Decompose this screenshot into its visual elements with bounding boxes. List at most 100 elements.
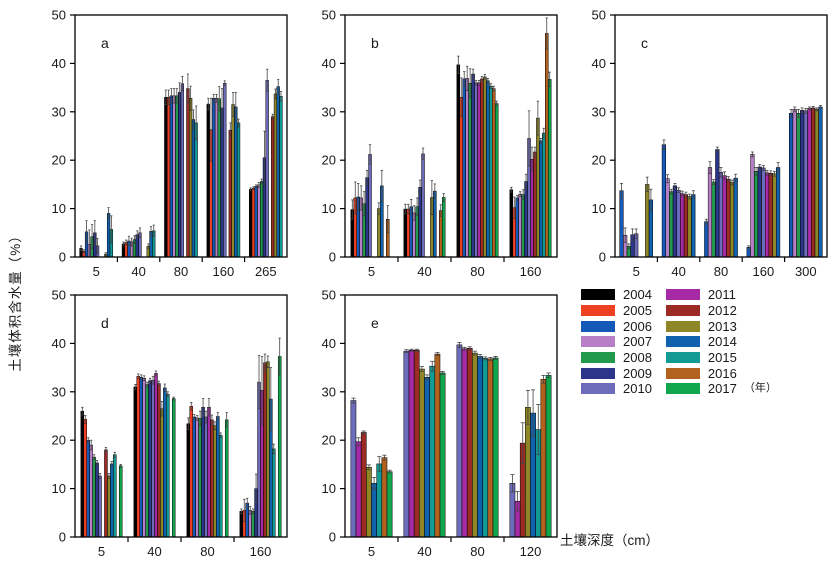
bar-2012: [228, 129, 232, 258]
bar-2009: [177, 92, 182, 258]
y-tick-label: 30: [52, 384, 66, 399]
legend-item-2017: 2017 （年）: [665, 381, 777, 397]
x-tick-label: 160: [213, 264, 235, 279]
bar-2007: [750, 154, 755, 258]
bar-2008: [251, 511, 255, 538]
x-tick-label: 5: [93, 264, 100, 279]
legend-year-label: 2011: [707, 287, 736, 303]
bar-2010: [180, 83, 185, 258]
legend-item-2015: 2015: [665, 350, 777, 366]
bar-2017: [171, 398, 176, 538]
y-tick-label: 10: [322, 201, 336, 216]
legend-year-label: 2005: [623, 303, 652, 319]
bar-2006: [619, 190, 624, 258]
bar-2008: [92, 456, 96, 538]
bar-2013: [814, 109, 819, 258]
legend-swatch-2017: [665, 383, 700, 395]
bar-2011: [764, 172, 770, 258]
bar-2015: [429, 365, 436, 538]
x-tick-label: 80: [470, 264, 484, 279]
bar-2015: [219, 435, 223, 538]
legend-year-label: 2006: [623, 318, 652, 334]
bar-2012: [466, 347, 473, 538]
legend-year-label: 2017: [707, 381, 737, 397]
legend-year-label: 2010: [623, 381, 652, 397]
bar-2009: [418, 187, 422, 258]
bar-2005: [189, 406, 193, 538]
bar-2016: [434, 353, 441, 538]
bar-2007: [214, 97, 219, 258]
bar-2012: [271, 116, 275, 258]
bar-2010: [474, 82, 478, 258]
bar-2008: [175, 95, 179, 258]
legend-year-label: 2009: [623, 365, 652, 381]
bar-2008: [753, 171, 759, 258]
bar-2014: [276, 86, 280, 258]
x-tick-label: 80: [174, 264, 188, 279]
bar-2015: [236, 122, 241, 258]
bar-2017: [494, 103, 499, 258]
bar-2009: [365, 177, 369, 258]
bar-2015: [482, 358, 489, 538]
y-tick-label: 10: [322, 481, 336, 496]
panel-a: 0 10 20 30 40 50 5 40 80 160 265 a: [52, 8, 288, 279]
bar-2017: [545, 375, 552, 538]
bar-2013: [273, 93, 278, 258]
legend: 2004 2005 2006 2007 2008 2009 2010 2011 2012 2013…: [581, 287, 777, 397]
bar-2013: [107, 475, 111, 538]
legend-year-label: 2016: [707, 365, 737, 381]
bar-2006: [704, 221, 709, 258]
bar-2012: [480, 78, 484, 258]
bar-2012: [210, 419, 214, 538]
bar-2009: [148, 380, 152, 538]
bar-2012: [360, 432, 367, 538]
bar-2008: [711, 181, 716, 258]
y-tick-label: 20: [592, 153, 606, 168]
bar-2010: [456, 344, 463, 538]
y-tick-label: 30: [52, 104, 66, 119]
bar-2011: [154, 373, 158, 538]
bar-2004: [133, 386, 138, 538]
bar-2013: [645, 184, 650, 258]
bar-2013: [213, 425, 217, 538]
legend-unit-label: （年）: [743, 382, 777, 395]
y-axis-label: 土壤体积含水量（%）: [8, 228, 23, 372]
bar-2010: [223, 82, 227, 258]
panel-d: 0 10 20 30 40 50 5 40 80 160 d: [52, 288, 288, 559]
y-tick-label: 10: [52, 481, 66, 496]
bar-2013: [377, 208, 381, 258]
x-tick-label: 5: [368, 544, 375, 559]
bar-2009: [95, 462, 99, 538]
bar-2013: [536, 117, 540, 258]
y-tick-label: 50: [322, 288, 336, 303]
bar-2011: [461, 348, 468, 538]
bar-2010: [761, 167, 766, 258]
bar-2004: [206, 103, 210, 258]
bar-2015: [542, 132, 546, 258]
bar-2006: [169, 95, 173, 258]
bar-2013: [160, 408, 164, 538]
bar-2012: [811, 107, 816, 258]
bar-2004: [456, 64, 461, 258]
legend-item-2013: 2013: [665, 318, 777, 334]
legend-item-2009: 2009: [581, 365, 652, 381]
x-tick-label: 80: [470, 544, 484, 559]
y-tick-label: 10: [52, 201, 66, 216]
legend-year-label: 2014: [707, 334, 737, 350]
legend-item-2012: 2012: [665, 303, 777, 319]
y-tick-label: 30: [592, 104, 606, 119]
y-tick-label: 20: [52, 153, 66, 168]
panel-e: 0 10 20 30 40 50 5 40 80 120 e: [322, 288, 558, 559]
legend-swatch-2010: [581, 383, 615, 395]
x-tick-label: 40: [671, 264, 685, 279]
bar-2014: [433, 190, 437, 258]
bar-2004: [80, 410, 85, 538]
x-tick-label: 40: [417, 544, 431, 559]
y-tick-label: 20: [52, 433, 66, 448]
legend-swatch-2012: [665, 305, 700, 317]
bar-2016: [487, 358, 494, 538]
bar-2014: [691, 194, 696, 258]
legend-item-2014: 2014: [665, 334, 777, 350]
legend-column: 2011 2012 2013 2014 2015 2016 2017 （年）: [665, 287, 777, 397]
